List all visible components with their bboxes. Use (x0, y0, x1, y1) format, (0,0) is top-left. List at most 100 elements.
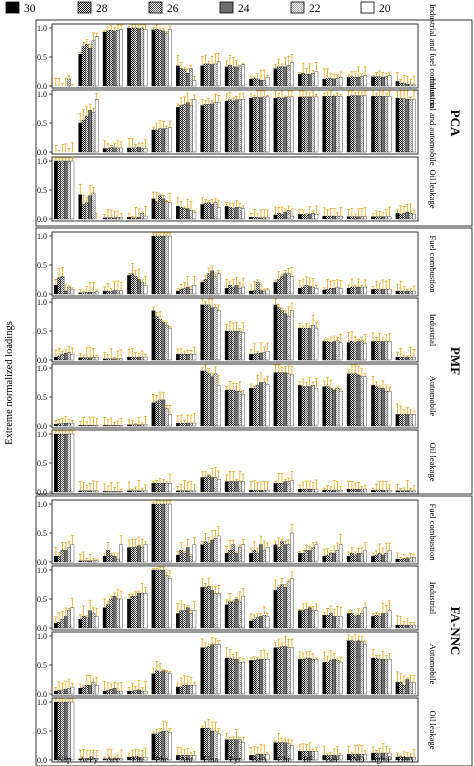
bar (137, 28, 141, 87)
bar (176, 290, 180, 295)
bar (164, 671, 169, 695)
bar (356, 374, 361, 427)
bar (210, 376, 214, 427)
bar (192, 490, 197, 493)
bar (329, 613, 333, 629)
bar (384, 289, 389, 295)
bar (335, 660, 340, 695)
bar (67, 422, 71, 427)
bar (276, 279, 281, 295)
bar (137, 356, 141, 361)
bar (158, 30, 162, 87)
bar (154, 28, 159, 87)
bar (63, 433, 68, 493)
bar (54, 433, 58, 493)
bar (314, 71, 319, 87)
bar (216, 479, 221, 493)
bar (70, 160, 75, 220)
bar (360, 641, 364, 695)
panel-source-label: Fuel combustion (428, 236, 438, 294)
bar (207, 273, 211, 295)
bar (70, 701, 75, 761)
bar (109, 147, 114, 153)
bar (265, 96, 270, 153)
bar (377, 616, 382, 629)
bar (259, 80, 263, 87)
bar (350, 613, 354, 629)
bar (387, 490, 392, 493)
bar (168, 235, 172, 295)
bar (408, 356, 413, 361)
bar (203, 541, 208, 563)
bar (329, 288, 333, 295)
bar (405, 558, 410, 563)
bar (241, 208, 245, 220)
bar (137, 217, 141, 220)
bar (234, 66, 239, 87)
bar (231, 481, 236, 493)
bar (398, 624, 403, 629)
bar (265, 547, 270, 563)
bar (301, 553, 305, 563)
bar (60, 701, 65, 761)
bar (112, 595, 117, 629)
bar (307, 386, 312, 427)
bar (88, 685, 92, 695)
bar (168, 202, 172, 220)
bar (130, 356, 135, 361)
bar (151, 129, 156, 153)
bar (112, 556, 117, 563)
panel-frame (51, 231, 419, 297)
bar (78, 53, 83, 87)
bar (350, 76, 354, 87)
bar (252, 388, 257, 427)
bar (67, 701, 71, 761)
y-tick-label: 1.0 (37, 24, 47, 33)
bar (350, 95, 354, 153)
bar (363, 550, 367, 563)
bar (259, 544, 263, 563)
bar (298, 214, 302, 220)
bar (408, 490, 413, 493)
bar (63, 550, 68, 563)
bar (102, 31, 107, 87)
bar (207, 202, 211, 220)
bar (360, 286, 364, 295)
y-tick-label: 0.5 (37, 661, 47, 670)
bar (262, 352, 267, 361)
bar (377, 76, 382, 87)
bar (273, 647, 278, 695)
bar (322, 78, 327, 87)
y-tick-label: 0.0 (37, 148, 47, 157)
bar (311, 547, 315, 563)
bar (252, 217, 257, 220)
bar (185, 208, 190, 220)
bar (265, 351, 270, 361)
bar (94, 560, 99, 563)
bar (112, 425, 117, 427)
bar (85, 357, 89, 361)
bar (119, 544, 123, 563)
bar (140, 282, 145, 295)
bar (408, 99, 413, 153)
bar (402, 356, 406, 361)
bar (398, 414, 403, 427)
bar (57, 622, 61, 629)
bar (255, 617, 260, 629)
bar (67, 352, 71, 361)
bar (307, 214, 312, 220)
bar (286, 544, 291, 563)
bar (67, 160, 71, 220)
bar (381, 341, 385, 361)
bar (238, 601, 242, 629)
bar (207, 304, 211, 361)
bar (81, 560, 86, 563)
bar (286, 65, 291, 87)
bar (374, 289, 379, 295)
bar (405, 211, 410, 220)
bar (307, 607, 312, 629)
bar (54, 701, 58, 761)
bar (249, 217, 253, 220)
bar (224, 330, 229, 361)
bar (311, 610, 315, 629)
